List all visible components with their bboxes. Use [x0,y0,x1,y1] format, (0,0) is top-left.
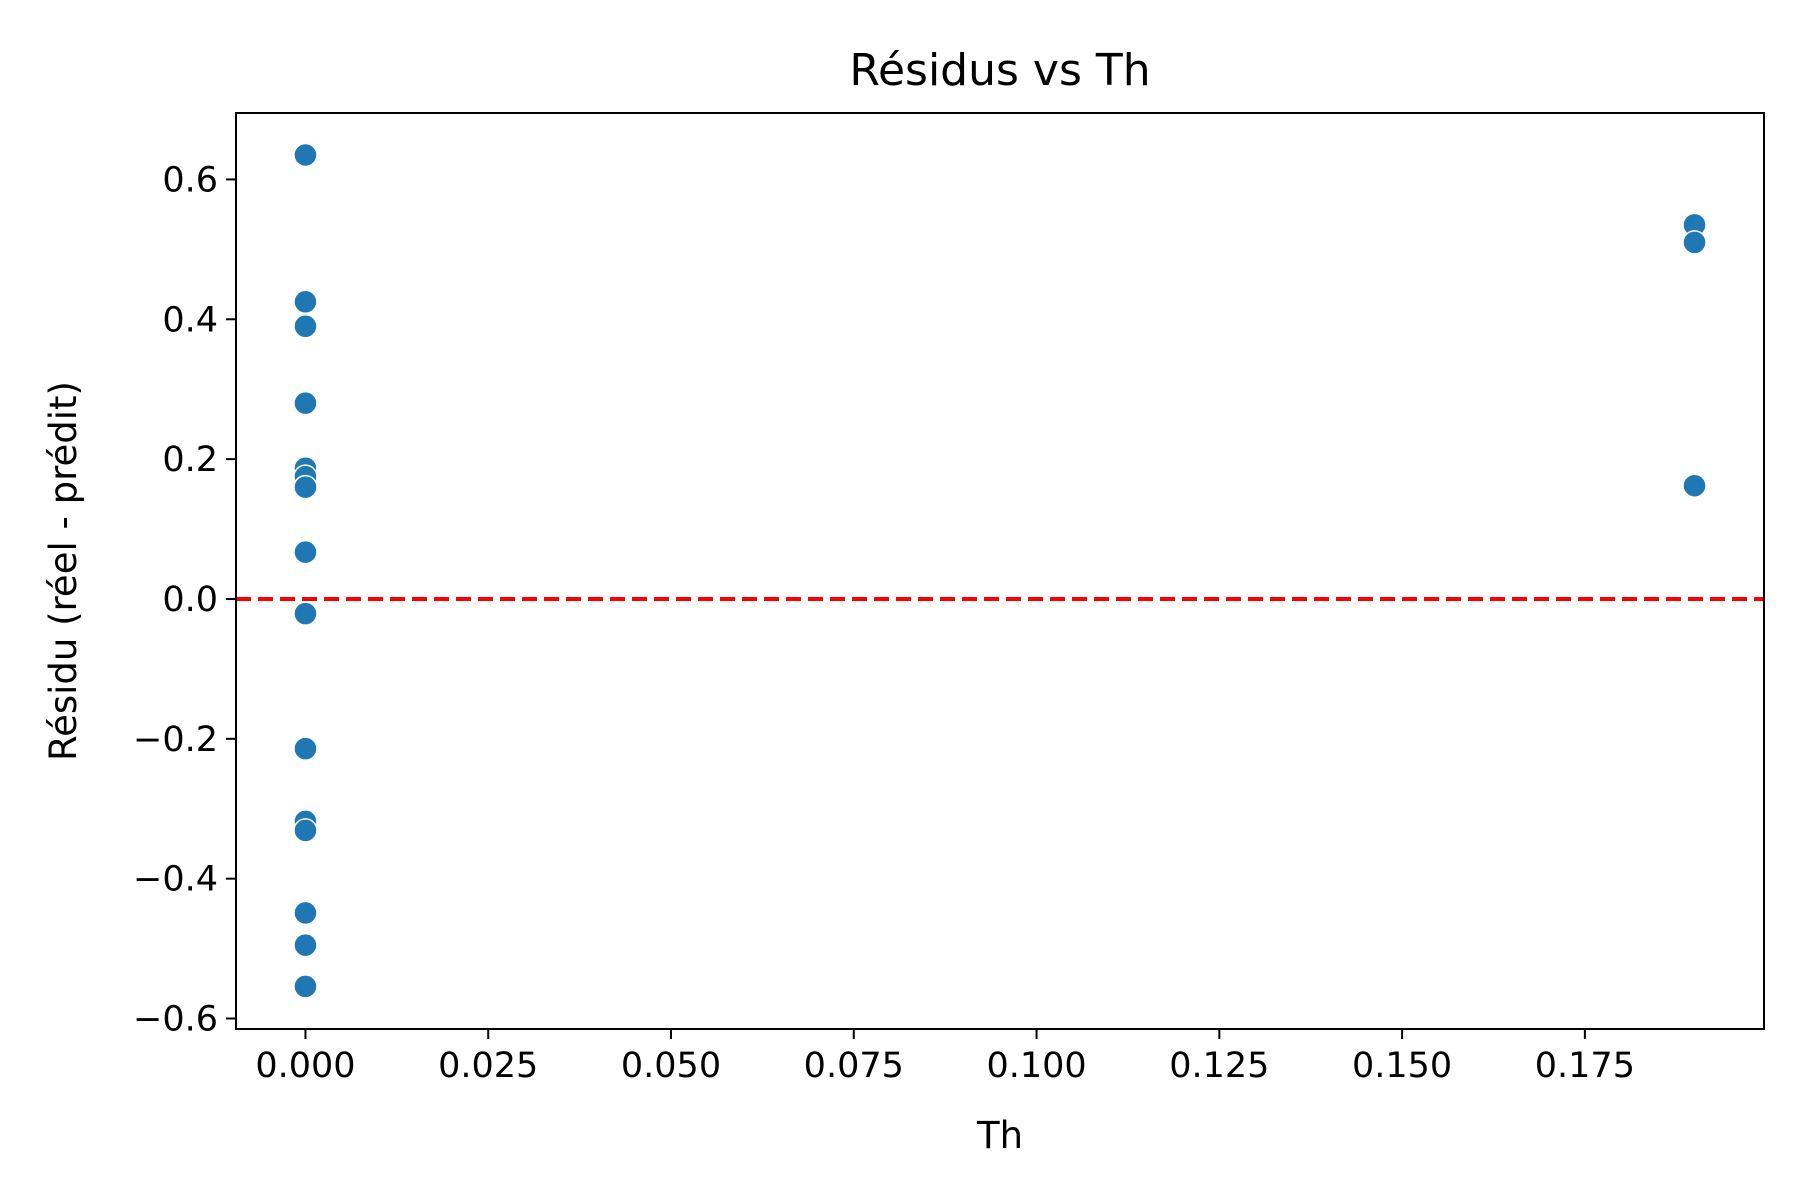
x-tick-label: 0.150 [1352,1046,1452,1086]
data-point [293,932,318,958]
chart-title: Résidus vs Th [849,45,1150,96]
x-axis-ticks: 0.000 0.025 0.050 0.075 0.100 0.125 0.150 0.175 [255,1029,1635,1086]
data-point [293,390,318,416]
data-point [1682,473,1707,498]
points-layer [293,142,1707,999]
x-tick-label: 0.050 [621,1046,721,1086]
data-point [293,974,318,999]
y-tick-label: −0.2 [133,720,218,760]
plot-frame [235,112,1765,1030]
x-tick-label: 0.175 [1535,1046,1635,1086]
x-tick-label: 0.075 [804,1046,904,1086]
y-tick-label: 0.0 [162,580,218,620]
data-point [1682,230,1707,255]
data-point [293,314,318,339]
y-tick-label: 0.4 [162,300,218,340]
x-axis-title: Th [976,1114,1023,1157]
data-point [293,539,318,565]
data-point [293,601,318,626]
data-point [293,736,318,761]
data-point [293,142,318,168]
y-axis-ticks: −0.6 −0.4 −0.2 0.0 0.2 0.4 0.6 [133,160,236,1040]
data-point [293,818,318,843]
y-tick-label: −0.4 [133,860,218,900]
y-tick-label: −0.6 [133,1000,218,1040]
y-tick-label: 0.2 [162,440,218,480]
y-tick-label: 0.6 [162,160,218,200]
x-tick-label: 0.025 [438,1046,538,1086]
data-point [293,900,318,926]
data-point [293,474,318,500]
x-tick-label: 0.000 [255,1046,355,1086]
x-tick-label: 0.125 [1169,1046,1269,1086]
y-axis-title: Résidu (réel - prédit) [42,381,85,761]
x-tick-label: 0.100 [986,1046,1086,1086]
data-point [293,289,318,315]
